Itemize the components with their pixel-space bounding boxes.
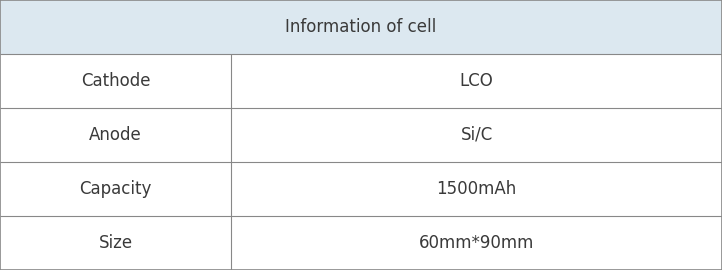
Text: Information of cell: Information of cell (285, 18, 437, 36)
Text: Si/C: Si/C (461, 126, 492, 144)
Bar (0, 0, 722, 54)
Text: Cathode: Cathode (81, 72, 150, 90)
Bar (0, 54, 722, 108)
Bar (0, 216, 722, 270)
Text: 60mm*90mm: 60mm*90mm (419, 234, 534, 252)
Text: Capacity: Capacity (79, 180, 152, 198)
Bar (0, 108, 722, 162)
Text: 1500mAh: 1500mAh (436, 180, 517, 198)
Text: Size: Size (98, 234, 133, 252)
Text: LCO: LCO (460, 72, 493, 90)
Bar (0, 162, 722, 216)
Text: Anode: Anode (89, 126, 142, 144)
